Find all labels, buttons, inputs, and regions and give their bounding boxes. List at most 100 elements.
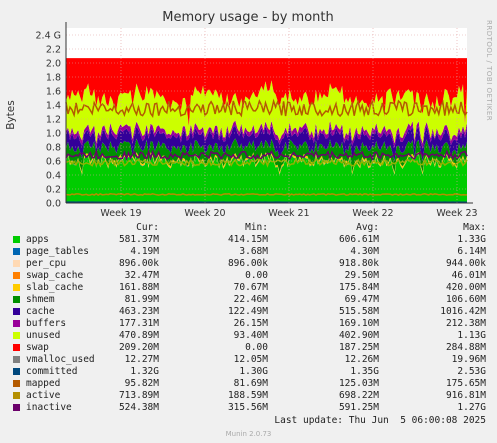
- legend-avg: 125.03M: [338, 378, 379, 389]
- x-tick-label: Week 22: [352, 208, 393, 219]
- legend-max: 916.81M: [445, 390, 486, 401]
- legend-avg: 606.61M: [338, 234, 379, 245]
- legend-max: 212.38M: [445, 318, 486, 329]
- legend-row-cache: cache 463.23M 122.49M 515.58M 1016.42M: [0, 306, 497, 318]
- legend-row-shmem: shmem 81.99M 22.46M 69.47M 106.60M: [0, 294, 497, 306]
- legend-cur: 177.31M: [118, 318, 159, 329]
- legend-max: 944.00k: [445, 258, 486, 269]
- legend-swatch: [13, 272, 20, 279]
- legend-row-slab_cache: slab_cache 161.88M 70.67M 175.84M 420.00M: [0, 282, 497, 294]
- plot-area: 0.0 0.2 0.4 0.6 0.8 1.0 1.2 1.4 1.6 1.8 2.0 2.2 2.4 …: [36, 22, 478, 219]
- legend-name: mapped: [26, 378, 61, 389]
- header-cur: Cur:: [136, 222, 159, 233]
- legend-min: 122.49M: [227, 306, 268, 317]
- legend-name: slab_cache: [26, 282, 84, 293]
- legend-min: 70.67M: [233, 282, 268, 293]
- line-committed: [65, 98, 468, 118]
- legend-min: 93.40M: [233, 330, 268, 341]
- legend-avg: 918.80k: [338, 258, 379, 269]
- legend-avg: 1.35G: [350, 366, 379, 377]
- chart-title: Memory usage - by month: [162, 10, 333, 25]
- legend-avg: 12.26M: [344, 354, 379, 365]
- legend-avg: 698.22M: [338, 390, 379, 401]
- header-avg: Avg:: [356, 222, 379, 233]
- legend-cur: 470.89M: [118, 330, 159, 341]
- legend-row-swap: swap 209.20M 0.00 187.25M 284.88M: [0, 342, 497, 354]
- legend-row-swap_cache: swap_cache 32.47M 0.00 29.50M 46.01M: [0, 270, 497, 282]
- legend-cur: 713.89M: [118, 390, 159, 401]
- legend-name: buffers: [26, 318, 67, 329]
- legend-cur: 32.47M: [124, 270, 159, 281]
- legend-max: 1.33G: [457, 234, 486, 245]
- x-tick-label: Week 20: [184, 208, 225, 219]
- legend-avg: 175.84M: [338, 282, 379, 293]
- y-tick-label: 1.0: [46, 129, 61, 140]
- legend-swatch: [13, 392, 20, 399]
- legend-name: cache: [26, 306, 55, 317]
- legend-name: inactive: [26, 402, 72, 413]
- line-mapped: [65, 192, 467, 196]
- legend-max: 6.14M: [457, 246, 486, 257]
- legend-cur: 4.19M: [130, 246, 159, 257]
- legend-avg: 187.25M: [338, 342, 379, 353]
- legend-avg: 169.10M: [338, 318, 379, 329]
- legend-row-per_cpu: per_cpu 896.00k 896.00k 918.80k 944.00k: [0, 258, 497, 270]
- legend-row-inactive: inactive 524.38M 315.56M 591.25M 1.27G: [0, 402, 497, 414]
- y-tick-label: 0.2: [46, 185, 61, 196]
- y-tick-label: 1.8: [46, 73, 61, 84]
- legend-name: per_cpu: [26, 258, 67, 269]
- legend-row-page_tables: page_tables 4.19M 3.68M 4.30M 6.14M: [0, 246, 497, 258]
- legend-name: active: [26, 390, 61, 401]
- legend-max: 19.96M: [451, 354, 486, 365]
- legend-swatch: [13, 332, 20, 339]
- y-tick-label: 0.8: [46, 143, 61, 154]
- header-min: Min:: [245, 222, 268, 233]
- y-tick-label: 1.6: [46, 87, 61, 98]
- legend-min: 12.05M: [233, 354, 268, 365]
- legend-max: 1.27G: [457, 402, 486, 413]
- y-tick-label: 2.0: [46, 59, 61, 70]
- x-tick-label: Week 21: [268, 208, 309, 219]
- legend-min: 315.56M: [227, 402, 268, 413]
- y-tick-label: 1.4: [46, 101, 61, 112]
- legend-max: 1.13G: [457, 330, 486, 341]
- memory-chart: Memory usage - by month Bytes RRDTOOL / …: [5, 10, 493, 219]
- y-tick-label: 2.2: [46, 45, 61, 56]
- legend-name: committed: [26, 366, 78, 377]
- legend-cur: 12.27M: [124, 354, 159, 365]
- legend-swatch: [13, 380, 20, 387]
- y-tick-label: 2.4 G: [36, 31, 62, 42]
- legend-cur: 161.88M: [118, 282, 159, 293]
- area-apps: [66, 154, 467, 203]
- legend-swatch: [13, 296, 20, 303]
- legend-avg: 591.25M: [338, 402, 379, 413]
- area-buffers: [66, 58, 467, 126]
- legend-name: apps: [26, 234, 49, 245]
- y-tick-label: 0.6: [46, 157, 61, 168]
- legend-swatch: [13, 248, 20, 255]
- legend-max: 284.88M: [445, 342, 486, 353]
- legend-min: 414.15M: [227, 234, 268, 245]
- legend-row-mapped: mapped 95.82M 81.69M 125.03M 175.65M: [0, 378, 497, 390]
- legend-row-vmalloc_used: vmalloc_used 12.27M 12.05M 12.26M 19.96M: [0, 354, 497, 366]
- legend-swatch: [13, 308, 20, 315]
- area-shmem: [66, 120, 467, 149]
- legend-swatch: [13, 404, 20, 411]
- legend-avg: 515.58M: [338, 306, 379, 317]
- line-active: [65, 148, 468, 162]
- footer-version: Munin 2.0.73: [225, 430, 272, 438]
- legend-max: 106.60M: [445, 294, 486, 305]
- legend-name: unused: [26, 330, 61, 341]
- legend-avg: 69.47M: [344, 294, 379, 305]
- legend-max: 1016.42M: [440, 306, 486, 317]
- legend-min: 81.69M: [233, 378, 268, 389]
- legend-header: Cur: Min: Avg: Max:: [0, 222, 497, 234]
- legend-name: swap: [26, 342, 49, 353]
- y-tick-label: 0.0: [46, 199, 61, 210]
- legend-swatch: [13, 236, 20, 243]
- legend-max: 175.65M: [445, 378, 486, 389]
- legend-max: 420.00M: [445, 282, 486, 293]
- legend-avg: 29.50M: [344, 270, 379, 281]
- legend-min: 0.00: [245, 270, 268, 281]
- legend-min: 3.68M: [239, 246, 268, 257]
